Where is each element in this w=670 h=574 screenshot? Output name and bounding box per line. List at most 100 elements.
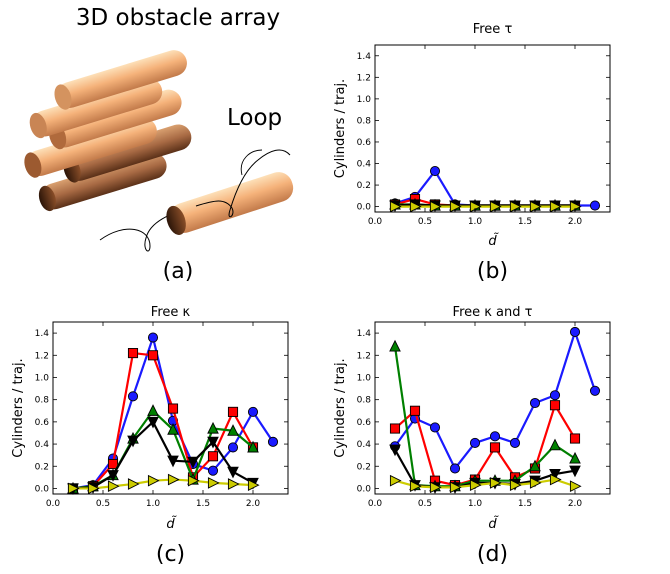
y-tick-label: 0.8 xyxy=(357,396,372,406)
data-point xyxy=(127,478,140,490)
data-point xyxy=(429,422,441,433)
y-tick-label: 1.0 xyxy=(357,373,372,383)
data-point xyxy=(127,435,139,448)
panel-a-label: (a) xyxy=(163,259,194,284)
x-axis-label: d̃ xyxy=(488,517,499,532)
x-tick-label: 0.0 xyxy=(368,217,383,227)
x-tick-label: 2.0 xyxy=(568,499,583,509)
data-point xyxy=(549,473,562,486)
data-point xyxy=(227,442,239,453)
panel-label: (d) xyxy=(477,542,508,567)
data-point xyxy=(127,348,139,359)
data-point xyxy=(569,465,581,478)
x-tick-label: 0.5 xyxy=(418,499,432,509)
data-point xyxy=(147,404,159,416)
data-point xyxy=(549,468,561,481)
data-point xyxy=(227,466,239,479)
y-tick-label: 0.4 xyxy=(357,160,372,170)
data-point xyxy=(227,478,240,490)
chart-title: Free κ xyxy=(151,305,191,320)
data-point xyxy=(107,480,120,493)
data-point xyxy=(147,416,159,429)
data-point xyxy=(187,456,199,469)
data-point xyxy=(509,200,522,213)
chart-title: Free κ and τ xyxy=(453,305,533,320)
data-point xyxy=(247,406,259,417)
y-tick-label: 0.0 xyxy=(357,203,372,213)
data-point xyxy=(187,474,200,487)
chart-panel-b: Free τ 0.0 0.5 1.0 1.5 2.0 0.0 0.2 0.4 0.6 0.8 1.0 1… xyxy=(333,22,611,284)
y-tick-label: 0.2 xyxy=(35,462,49,472)
x-tick-label: 0.0 xyxy=(368,499,383,509)
data-point xyxy=(409,480,422,493)
y-tick-label: 0.6 xyxy=(35,418,50,428)
data-point xyxy=(167,403,179,414)
data-point xyxy=(107,470,119,482)
y-tick-label: 1.4 xyxy=(357,52,372,62)
panel-a-illustration: 3D obstacle array xyxy=(24,5,294,284)
x-tick-label: 1.0 xyxy=(146,499,161,509)
data-point xyxy=(87,482,100,495)
y-axis-label: Cylinders / traj. xyxy=(333,79,348,178)
series-4 xyxy=(389,473,582,494)
axes-frame xyxy=(374,44,611,213)
data-point xyxy=(589,200,601,211)
data-point xyxy=(569,200,582,213)
data-point xyxy=(549,390,561,401)
data-point xyxy=(529,477,542,489)
data-point xyxy=(389,423,401,434)
y-tick-label: 1.0 xyxy=(35,373,50,383)
data-point xyxy=(509,437,521,449)
chart-title: Free τ xyxy=(473,22,513,37)
y-tick-label: 0.2 xyxy=(357,462,371,472)
series-line xyxy=(73,478,254,490)
x-tick-label: 0.5 xyxy=(418,217,432,227)
data-point xyxy=(389,339,401,352)
series-line xyxy=(72,351,254,490)
x-tick-label: 1.5 xyxy=(518,217,532,227)
data-point xyxy=(409,200,422,213)
data-point xyxy=(529,459,541,472)
y-tick-label: 0.0 xyxy=(357,484,372,494)
data-point xyxy=(267,436,279,447)
data-point xyxy=(549,200,562,213)
data-point xyxy=(429,166,441,177)
data-point xyxy=(147,474,160,487)
data-point xyxy=(569,480,582,493)
x-tick-label: 1.0 xyxy=(468,217,483,227)
data-point xyxy=(247,479,260,491)
data-point xyxy=(127,391,139,402)
axes-frame xyxy=(374,321,611,495)
data-point xyxy=(207,436,219,449)
y-tick-label: 1.2 xyxy=(357,351,371,361)
data-point xyxy=(489,200,502,213)
data-point xyxy=(589,385,601,396)
data-point xyxy=(469,479,482,491)
data-point xyxy=(147,332,159,343)
data-point xyxy=(147,350,159,361)
series-4 xyxy=(389,200,582,213)
data-point xyxy=(569,326,581,338)
y-tick-label: 0.2 xyxy=(357,181,371,191)
series-line xyxy=(394,478,576,489)
data-point xyxy=(469,437,481,449)
x-tick-label: 0.5 xyxy=(96,499,110,509)
data-point xyxy=(469,200,482,213)
y-tick-label: 0.4 xyxy=(35,440,50,450)
data-point xyxy=(247,440,259,453)
data-point xyxy=(207,421,219,434)
data-point xyxy=(389,200,402,213)
data-point xyxy=(529,397,541,409)
y-tick-label: 0.0 xyxy=(35,484,50,494)
data-point xyxy=(429,481,442,494)
chart-panel-d: Free κ and τ 0.0 0.5 1.0 1.5 2.0 0.0 0.2 0.4 0.6 0… xyxy=(333,305,611,567)
x-axis-label: d̃ xyxy=(166,517,177,532)
data-point xyxy=(227,424,239,436)
data-point xyxy=(529,200,542,213)
x-tick-label: 2.0 xyxy=(246,499,261,509)
y-tick-label: 0.6 xyxy=(357,418,372,428)
data-point xyxy=(167,455,179,468)
chart-panel-c: Free κ 0.0 0.5 1.0 1.5 2.0 0.0 0.2 0.4 0.6 0.8 1.0 1… xyxy=(11,305,289,567)
data-point xyxy=(569,451,581,464)
